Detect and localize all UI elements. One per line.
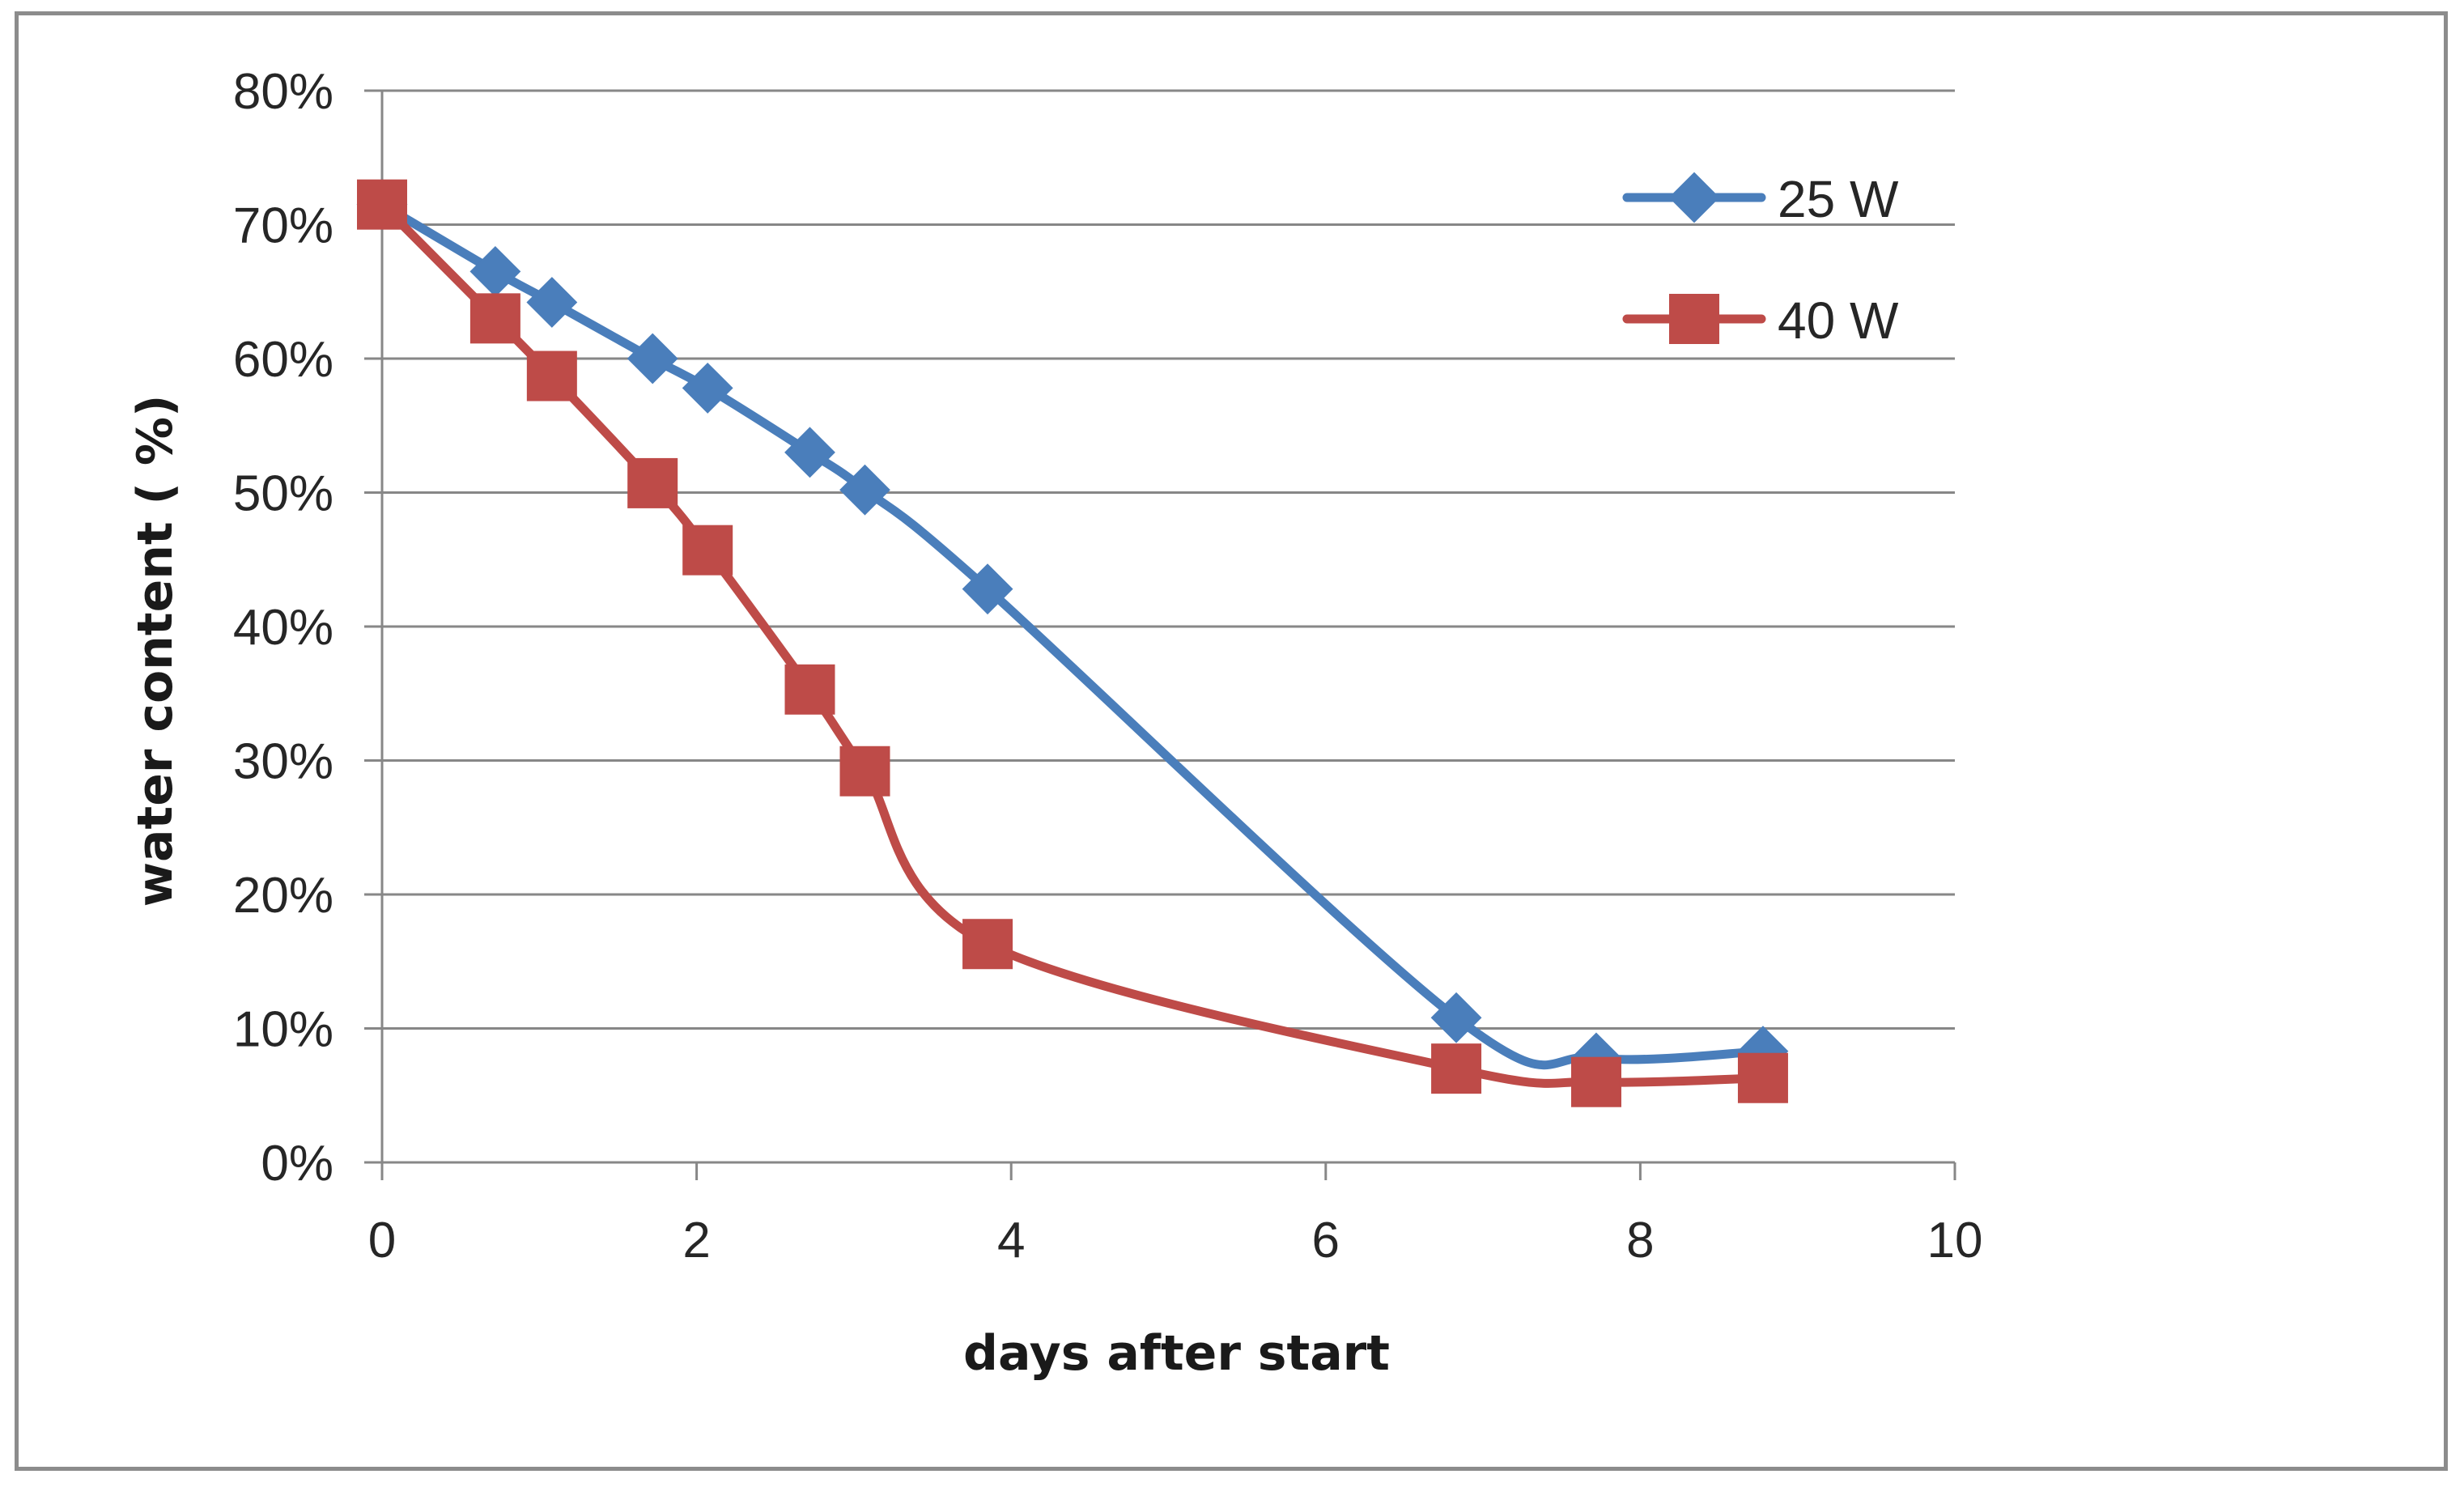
y-tick-label: 50%: [233, 466, 333, 522]
data-point: [1737, 1052, 1788, 1103]
data-point: [682, 362, 733, 414]
x-tick-label: 8: [1626, 1213, 1654, 1268]
data-point: [526, 351, 577, 401]
y-tick-label: 10%: [233, 1002, 333, 1058]
axes: 0% 10% 20% 30% 40% 50% 60% 70% 80% 0 2 4 6 8 10: [233, 64, 1983, 1268]
y-tick-label: 60%: [233, 332, 333, 388]
data-point: [1430, 992, 1482, 1043]
legend-marker: [1669, 294, 1719, 344]
y-tick-label: 80%: [233, 64, 333, 120]
y-tick-label: 70%: [233, 198, 333, 254]
series-group: [356, 179, 1789, 1107]
gridlines: [382, 89, 1955, 1030]
series-line: [377, 200, 1768, 1088]
x-tick-label: 2: [682, 1213, 710, 1268]
y-tick-label: 20%: [233, 868, 333, 924]
data-point: [682, 525, 733, 576]
legend-item: 25 W: [1622, 170, 1899, 228]
series-line: [377, 200, 1768, 1070]
data-point: [1431, 1043, 1482, 1094]
x-axis-title: days after start: [963, 1325, 1390, 1382]
legend-label: 25 W: [1778, 170, 1899, 228]
data-point: [627, 457, 678, 508]
legend-marker: [1668, 172, 1720, 223]
series-25w: [356, 179, 1789, 1084]
data-point: [839, 746, 890, 797]
chart-frame: [15, 11, 2448, 1471]
data-point: [1570, 1056, 1621, 1107]
legend-label: 40 W: [1778, 291, 1899, 350]
data-point: [469, 293, 520, 344]
data-point: [627, 333, 678, 384]
legend: 25 W 40 W: [1622, 170, 1899, 350]
data-point: [962, 563, 1013, 615]
y-tick-label: 30%: [233, 734, 333, 790]
data-point: [784, 427, 835, 478]
x-tick-label: 4: [997, 1213, 1025, 1268]
y-axis-title: water content ( %): [127, 395, 184, 907]
legend-item: 40 W: [1622, 291, 1899, 350]
data-point: [469, 246, 521, 297]
y-tick-label: 40%: [233, 600, 333, 656]
data-point: [839, 464, 890, 516]
x-tick-label: 10: [1927, 1213, 1983, 1268]
data-point: [962, 919, 1013, 970]
data-point: [357, 179, 407, 230]
x-tick-label: 0: [368, 1213, 396, 1268]
data-point: [784, 664, 835, 715]
series-40w: [357, 179, 1788, 1107]
data-point: [526, 277, 578, 328]
x-tick-label: 6: [1312, 1213, 1340, 1268]
y-tick-label: 0%: [261, 1136, 333, 1192]
